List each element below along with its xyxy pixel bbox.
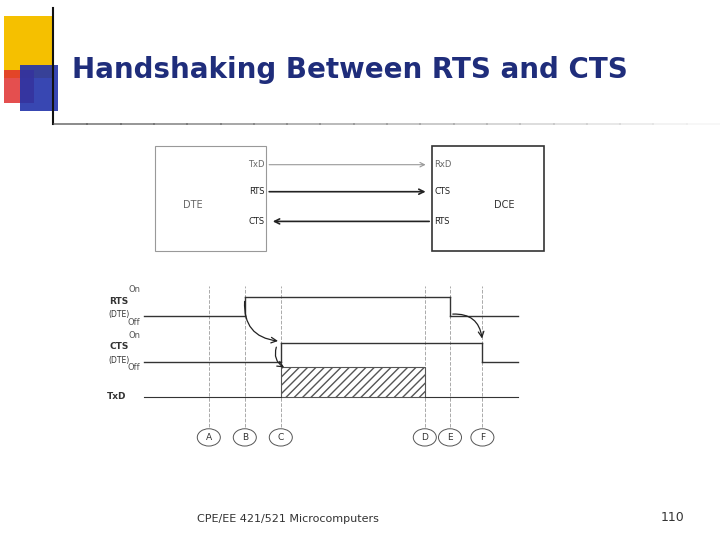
Bar — [155, 146, 266, 251]
Text: C: C — [278, 433, 284, 442]
Text: D: D — [421, 433, 428, 442]
Text: Handshaking Between RTS and CTS: Handshaking Between RTS and CTS — [72, 56, 628, 84]
Text: On: On — [128, 285, 140, 294]
Text: RTS: RTS — [434, 217, 450, 226]
Text: E: E — [447, 433, 453, 442]
Circle shape — [471, 429, 494, 446]
Circle shape — [233, 429, 256, 446]
Text: RxD: RxD — [434, 160, 451, 169]
Text: Off: Off — [127, 318, 140, 327]
Text: F: F — [480, 433, 485, 442]
Bar — [4, 16, 53, 78]
Bar — [432, 146, 544, 251]
Text: Off: Off — [127, 363, 140, 373]
Text: (DTE): (DTE) — [108, 356, 130, 365]
Circle shape — [413, 429, 436, 446]
Text: 110: 110 — [660, 511, 684, 524]
Bar — [4, 70, 34, 103]
Text: B: B — [242, 433, 248, 442]
Circle shape — [197, 429, 220, 446]
Text: CTS: CTS — [248, 217, 264, 226]
Text: (DTE): (DTE) — [108, 310, 130, 319]
Circle shape — [438, 429, 462, 446]
Text: TxD: TxD — [248, 160, 264, 169]
Text: A: A — [206, 433, 212, 442]
Text: RTS: RTS — [109, 296, 128, 306]
Bar — [281, 367, 425, 397]
Text: On: On — [128, 331, 140, 340]
Text: DCE: DCE — [494, 200, 514, 210]
Text: RTS: RTS — [248, 187, 264, 196]
Text: CTS: CTS — [434, 187, 450, 196]
Bar — [20, 65, 58, 111]
Circle shape — [269, 429, 292, 446]
Text: TxD: TxD — [107, 393, 126, 401]
Text: DTE: DTE — [183, 200, 203, 210]
Text: CTS: CTS — [109, 342, 128, 352]
Text: CPE/EE 421/521 Microcomputers: CPE/EE 421/521 Microcomputers — [197, 514, 379, 524]
